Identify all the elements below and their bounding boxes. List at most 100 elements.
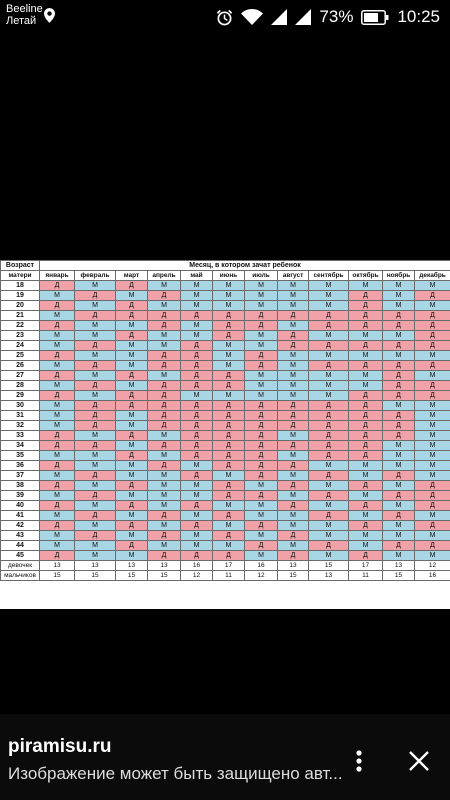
boy-cell: М (382, 350, 415, 361)
boy-cell: М (277, 320, 309, 331)
table-row: 20 Д М Д М М М М М М Д М М (0, 300, 450, 311)
boy-cell: М (414, 550, 450, 561)
mother-age-cell: 39 (0, 490, 40, 501)
girl-cell: Д (277, 530, 309, 541)
girl-cell: Д (277, 480, 309, 491)
signal-icon (295, 9, 312, 25)
boy-cell: М (74, 350, 116, 361)
girl-cell: Д (115, 400, 148, 411)
boy-cell: М (115, 470, 148, 481)
girl-cell: Д (308, 510, 349, 521)
boy-cell: М (74, 300, 116, 311)
boy-cell: М (39, 540, 75, 551)
image-viewer[interactable]: Возраст Месяц, в котором зачат ребенок м… (0, 34, 450, 714)
total-value: 15 (308, 560, 349, 571)
girl-cell: Д (115, 390, 148, 401)
girl-cell: Д (180, 340, 213, 351)
close-icon[interactable] (408, 750, 430, 772)
boy-cell: М (277, 280, 309, 291)
girl-cell: Д (277, 500, 309, 511)
boy-cell: М (180, 480, 213, 491)
mother-age-cell: 24 (0, 340, 40, 351)
boy-cell: М (414, 530, 450, 541)
boy-cell: М (277, 470, 309, 481)
boy-cell: М (382, 330, 415, 341)
girl-cell: Д (212, 490, 245, 501)
girl-cell: Д (348, 360, 383, 371)
girl-cell: Д (277, 410, 309, 421)
boy-cell: М (74, 280, 116, 291)
boy-cell: М (212, 350, 245, 361)
boy-cell: М (382, 550, 415, 561)
girl-cell: Д (212, 510, 245, 521)
girl-cell: Д (115, 330, 148, 341)
boy-cell: М (308, 500, 349, 511)
girl-cell: Д (147, 390, 181, 401)
boy-cell: М (147, 280, 181, 291)
girl-cell: Д (180, 550, 213, 561)
girl-cell: Д (147, 320, 181, 331)
boy-cell: М (277, 450, 309, 461)
girl-cell: Д (277, 400, 309, 411)
boy-cell: М (39, 400, 75, 411)
boy-cell: М (212, 540, 245, 551)
boy-cell: М (277, 390, 309, 401)
girl-cell: Д (74, 490, 116, 501)
girl-cell: Д (147, 290, 181, 301)
boy-cell: М (39, 360, 75, 371)
boy-cell: М (74, 370, 116, 381)
total-value: 15 (147, 570, 181, 581)
girl-cell: Д (74, 470, 116, 481)
girl-cell: Д (277, 310, 309, 321)
share-icon[interactable] (352, 750, 366, 772)
table-row: 35 М М Д М Д Д Д М Д Д М М (0, 450, 450, 461)
mother-age-cell: 22 (0, 320, 40, 331)
girl-cell: Д (277, 420, 309, 431)
boy-cell: М (180, 300, 213, 311)
table-row: 39 М Д М М М Д Д М Д М Д Д (0, 490, 450, 501)
clock: 10:25 (397, 7, 440, 26)
girl-cell: Д (308, 490, 349, 501)
girl-cell: Д (308, 450, 349, 461)
status-bar: Beeline Летай 73% 10:25 (0, 0, 450, 34)
girl-cell: Д (74, 290, 116, 301)
row-label: матери (0, 270, 40, 281)
girl-cell: Д (414, 490, 450, 501)
table-row: 34 Д Д М Д Д Д Д Д Д Д М М (0, 440, 450, 451)
boy-cell: М (277, 360, 309, 371)
girl-cell: Д (308, 320, 349, 331)
boy-cell: М (308, 370, 349, 381)
boy-cell: М (74, 460, 116, 471)
boy-cell: М (414, 370, 450, 381)
boy-cell: М (277, 290, 309, 301)
girls-total-row: девочек 13 13 13 13 16 17 16 13 15 17 13 12 (0, 560, 450, 571)
mother-age-cell: 35 (0, 450, 40, 461)
source-site[interactable]: piramisu.ru (8, 736, 112, 757)
boy-cell: М (39, 380, 75, 391)
boy-cell: М (382, 500, 415, 511)
mother-age-cell: 43 (0, 530, 40, 541)
girl-cell: Д (180, 440, 213, 451)
boy-cell: М (74, 390, 116, 401)
boy-cell: М (308, 520, 349, 531)
girl-cell: Д (147, 420, 181, 431)
boy-cell: М (414, 470, 450, 481)
boy-cell: М (348, 510, 383, 521)
boy-cell: М (115, 290, 148, 301)
girl-cell: Д (244, 360, 278, 371)
conception-table: Возраст Месяц, в котором зачат ребенок м… (0, 260, 450, 581)
boy-cell: М (348, 460, 383, 471)
table-row: 31 М Д М Д Д Д Д Д Д Д Д М (0, 410, 450, 421)
boy-cell: М (39, 330, 75, 341)
conception-chart-image[interactable]: Возраст Месяц, в котором зачат ребенок м… (0, 260, 450, 609)
girl-cell: Д (147, 530, 181, 541)
girl-cell: Д (39, 440, 75, 451)
girl-cell: Д (39, 520, 75, 531)
boy-cell: М (147, 480, 181, 491)
girl-cell: Д (414, 480, 450, 491)
boy-cell: М (212, 390, 245, 401)
girl-cell: Д (212, 420, 245, 431)
girl-cell: Д (180, 420, 213, 431)
girl-cell: Д (244, 410, 278, 421)
girl-cell: Д (244, 440, 278, 451)
